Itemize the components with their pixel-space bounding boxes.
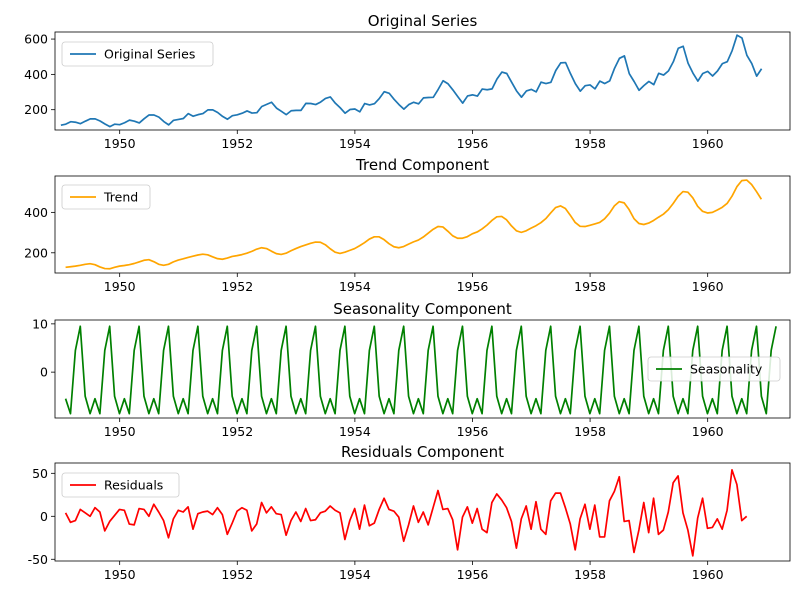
x-tick-label: 1952 (221, 136, 253, 151)
y-tick-label: 0 (40, 365, 48, 380)
y-tick-label: 600 (24, 32, 48, 47)
series-line (60, 34, 763, 128)
panel-3: Seasonality Component 1950 1952 1954 1956 195… (32, 300, 791, 439)
legend-label: Seasonality (690, 362, 763, 377)
series-line (64, 469, 748, 557)
y-tick-label: 200 (24, 102, 48, 117)
x-tick-label: 1956 (457, 567, 489, 582)
series-line (65, 179, 763, 270)
x-tick-label: 1954 (339, 279, 371, 294)
y-tick-label: 200 (24, 245, 48, 260)
axes-frame (54, 462, 791, 562)
x-tick-label: 1960 (692, 424, 724, 439)
x-tick-label: 1952 (221, 424, 253, 439)
x-tick-label: 1960 (692, 136, 724, 151)
x-tick-label: 1950 (104, 279, 136, 294)
x-tick-label: 1954 (339, 424, 371, 439)
y-tick-label: -50 (28, 552, 48, 567)
x-tick-label: 1954 (339, 567, 371, 582)
x-tick-label: 1952 (221, 279, 253, 294)
panel-2: Trend Component 1950 1952 1954 1956 1958 1960 2… (24, 156, 791, 294)
panel-title: Residuals Component (341, 443, 504, 461)
x-tick-label: 1958 (574, 567, 606, 582)
x-tick-label: 1958 (574, 279, 606, 294)
x-tick-label: 1950 (104, 136, 136, 151)
y-tick-label: 50 (32, 466, 48, 481)
legend: Original Series (61, 41, 214, 67)
x-tick-label: 1956 (457, 424, 489, 439)
panel-title: Seasonality Component (333, 300, 512, 318)
series-line (64, 325, 777, 415)
x-tick-label: 1954 (339, 136, 371, 151)
x-tick-label: 1952 (221, 567, 253, 582)
x-tick-label: 1956 (457, 136, 489, 151)
panel-title: Trend Component (355, 156, 489, 174)
x-tick-label: 1950 (104, 567, 136, 582)
legend: Residuals (61, 472, 180, 498)
legend: Trend (61, 184, 151, 210)
x-tick-label: 1958 (574, 424, 606, 439)
panel-4: Residuals Component 1950 1952 1954 1956 1958 1… (28, 443, 791, 582)
legend-label: Residuals (104, 478, 163, 493)
legend: Seasonality (647, 356, 781, 382)
x-tick-label: 1958 (574, 136, 606, 151)
y-tick-label: 400 (24, 205, 48, 220)
x-tick-label: 1960 (692, 567, 724, 582)
y-tick-label: 0 (40, 509, 48, 524)
axes-frame (54, 319, 791, 419)
y-tick-label: 400 (24, 67, 48, 82)
legend-box (61, 472, 180, 498)
x-tick-label: 1960 (692, 279, 724, 294)
x-tick-label: 1950 (104, 424, 136, 439)
legend-box (647, 356, 781, 382)
axes-frame (54, 175, 791, 274)
legend-box (61, 184, 151, 210)
panel-title: Original Series (368, 12, 478, 30)
legend-box (61, 41, 214, 67)
legend-label: Original Series (104, 47, 195, 62)
axes-frame (54, 31, 791, 131)
panel-1: Original Series 1950 1952 1954 1956 1958 1960 2… (24, 12, 791, 151)
x-tick-label: 1956 (457, 279, 489, 294)
y-tick-label: 10 (32, 316, 48, 331)
legend-label: Trend (103, 190, 138, 205)
